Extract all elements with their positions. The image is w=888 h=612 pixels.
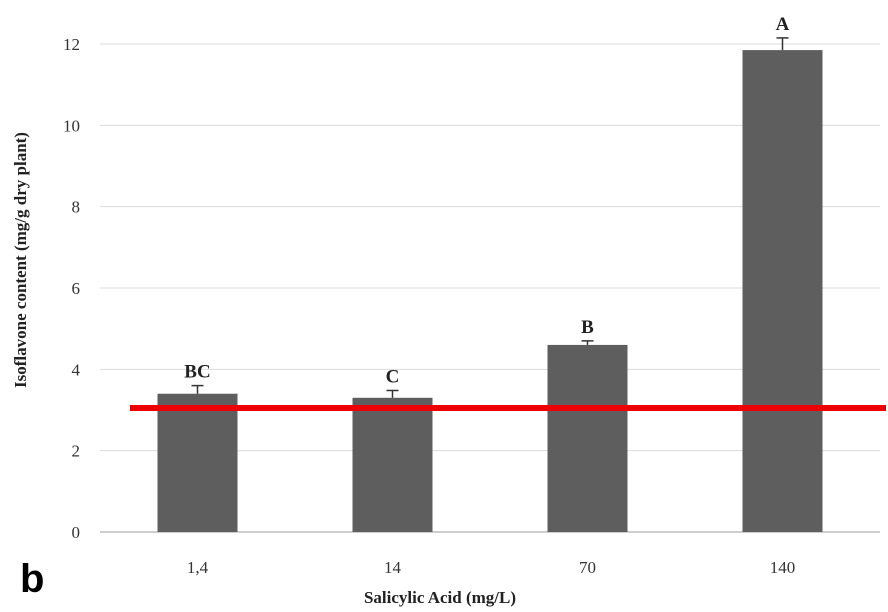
- x-tick-label: 14: [384, 558, 402, 577]
- significance-letter: B: [581, 317, 594, 338]
- y-axis-title: Isoflavone content (mg/g dry plant): [11, 132, 30, 388]
- bar: [157, 393, 238, 532]
- bar: [352, 397, 433, 532]
- y-tick-label: 10: [63, 116, 80, 135]
- x-axis-title: Salicylic Acid (mg/L): [364, 588, 516, 607]
- y-tick-label: 8: [72, 198, 81, 217]
- significance-labels: BC C B A: [184, 14, 789, 388]
- significance-letter: C: [386, 366, 400, 387]
- significance-letter: BC: [184, 362, 210, 383]
- significance-letter: A: [776, 14, 790, 35]
- y-tick-label: 6: [72, 279, 81, 298]
- x-tick-label: 1,4: [187, 558, 209, 577]
- error-bars: [191, 37, 789, 398]
- bars: [157, 50, 823, 532]
- x-tick-label: 70: [579, 558, 596, 577]
- bar: [547, 344, 628, 532]
- x-tick-label: 140: [770, 558, 796, 577]
- y-tick-label: 0: [72, 523, 81, 542]
- y-tick-label: 4: [72, 360, 81, 379]
- y-tick-label: 2: [72, 442, 81, 461]
- y-axis-ticks: 0 2 4 6 8 10 12: [63, 35, 81, 542]
- x-axis-ticks: 1,4 14 70 140: [187, 558, 795, 577]
- panel-label: b: [20, 557, 44, 601]
- bar: [742, 50, 823, 532]
- y-tick-label: 12: [63, 35, 80, 54]
